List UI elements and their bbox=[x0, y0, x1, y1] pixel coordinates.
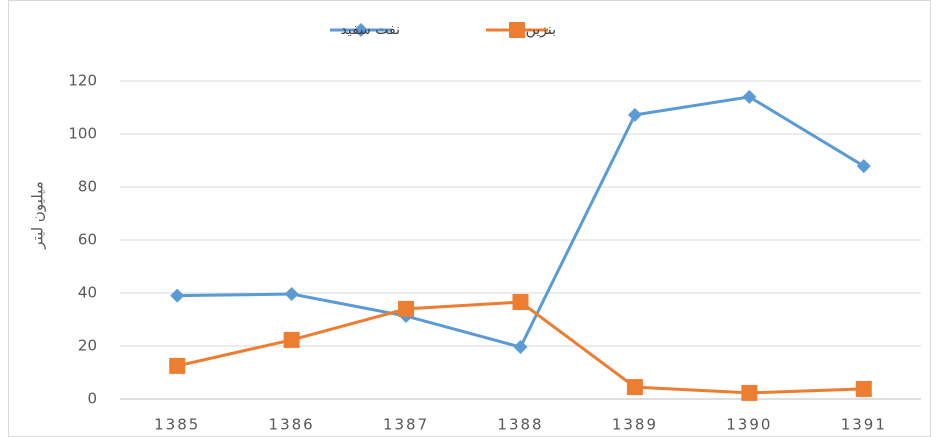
x-tick-label: 1391 bbox=[841, 416, 887, 434]
x-tick-label: 1388 bbox=[497, 416, 543, 434]
marker bbox=[513, 294, 529, 310]
marker bbox=[509, 22, 525, 38]
chart-frame bbox=[9, 1, 931, 437]
marker bbox=[398, 301, 414, 317]
y-axis-label: میلیون لیتر bbox=[29, 181, 47, 250]
x-tick-label: 1386 bbox=[269, 416, 315, 434]
x-tick-label: 1390 bbox=[726, 416, 772, 434]
x-tick-label: 1387 bbox=[383, 416, 429, 434]
marker bbox=[169, 358, 185, 374]
x-tick-label: 1385 bbox=[154, 416, 200, 434]
marker bbox=[741, 385, 757, 401]
y-tick-label: 0 bbox=[87, 390, 97, 408]
y-tick-label: 120 bbox=[68, 72, 97, 90]
y-tick-label: 80 bbox=[78, 178, 97, 196]
y-tick-label: 60 bbox=[78, 231, 97, 249]
chart: میلیون لیتر 0 20 40 60 80 100 120 1385 1386 1387 1… bbox=[0, 0, 938, 437]
y-tick-label: 100 bbox=[68, 125, 97, 143]
y-tick-label: 20 bbox=[78, 337, 97, 355]
x-tick-label: 1389 bbox=[612, 416, 658, 434]
y-tick-label: 40 bbox=[78, 284, 97, 302]
legend-label: نفت سفید bbox=[340, 22, 400, 38]
marker bbox=[627, 379, 643, 395]
marker bbox=[856, 381, 872, 397]
page: {"chart_data": {"type": "line", "y_label… bbox=[0, 0, 938, 437]
legend-label: بنزین bbox=[526, 22, 556, 38]
marker bbox=[284, 332, 300, 348]
